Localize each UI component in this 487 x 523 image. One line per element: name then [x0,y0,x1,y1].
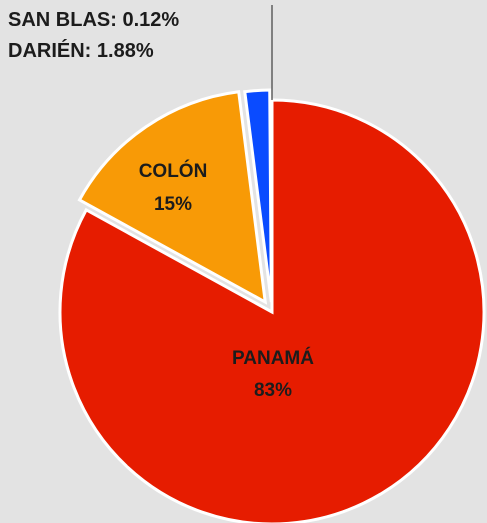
label-panama-value: 83% [254,380,292,401]
pie-slice-darien [243,88,273,303]
label-san-blas: SAN BLAS: 0.12% [8,9,179,31]
label-darien: DARIÉN: 1.88% [8,39,154,62]
label-panama-name: PANAMÁ [232,347,314,369]
pie-slice-panama [58,98,486,523]
label-colon-name: COLÓN [139,160,208,182]
label-colon-value: 15% [154,194,192,215]
pie-slices [58,5,486,523]
pie-slice-colon [77,90,268,305]
